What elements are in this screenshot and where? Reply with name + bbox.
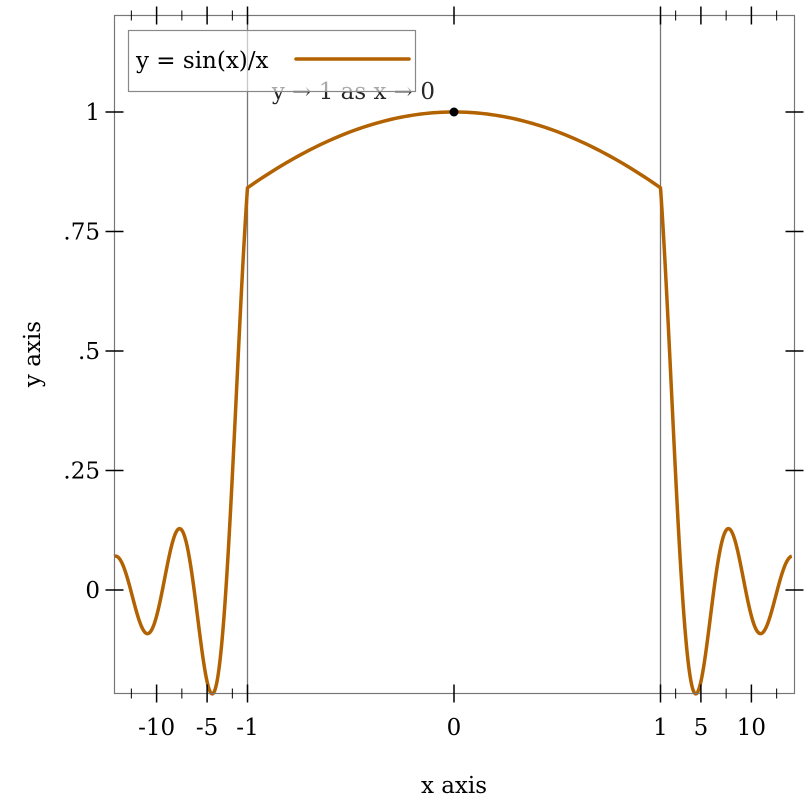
x-tick-label: 5 — [694, 715, 709, 741]
x-tick-label: 1 — [653, 715, 668, 741]
x-tick-label: -10 — [138, 715, 175, 741]
y-tick-label: .75 — [63, 220, 100, 246]
y-axis-label: y axis — [20, 321, 46, 388]
y-tick-label: .5 — [78, 339, 100, 365]
legend-label: y = sin(x)/x — [135, 48, 269, 74]
series-line-sinc — [112, 110, 794, 696]
y-tick-label: 0 — [85, 578, 100, 604]
point-marker — [449, 107, 459, 117]
x-tick-label: -1 — [236, 715, 258, 741]
x-tick-label: 0 — [447, 715, 462, 741]
y-tick-label: 1 — [85, 100, 100, 126]
x-tick-label: 10 — [737, 715, 766, 741]
plot-frame — [113, 14, 796, 695]
y-tick-label: .25 — [63, 459, 100, 485]
x-tick-label: -5 — [196, 715, 218, 741]
x-axis-label: x axis — [421, 773, 487, 799]
legend: y = sin(x)/x — [127, 29, 417, 93]
